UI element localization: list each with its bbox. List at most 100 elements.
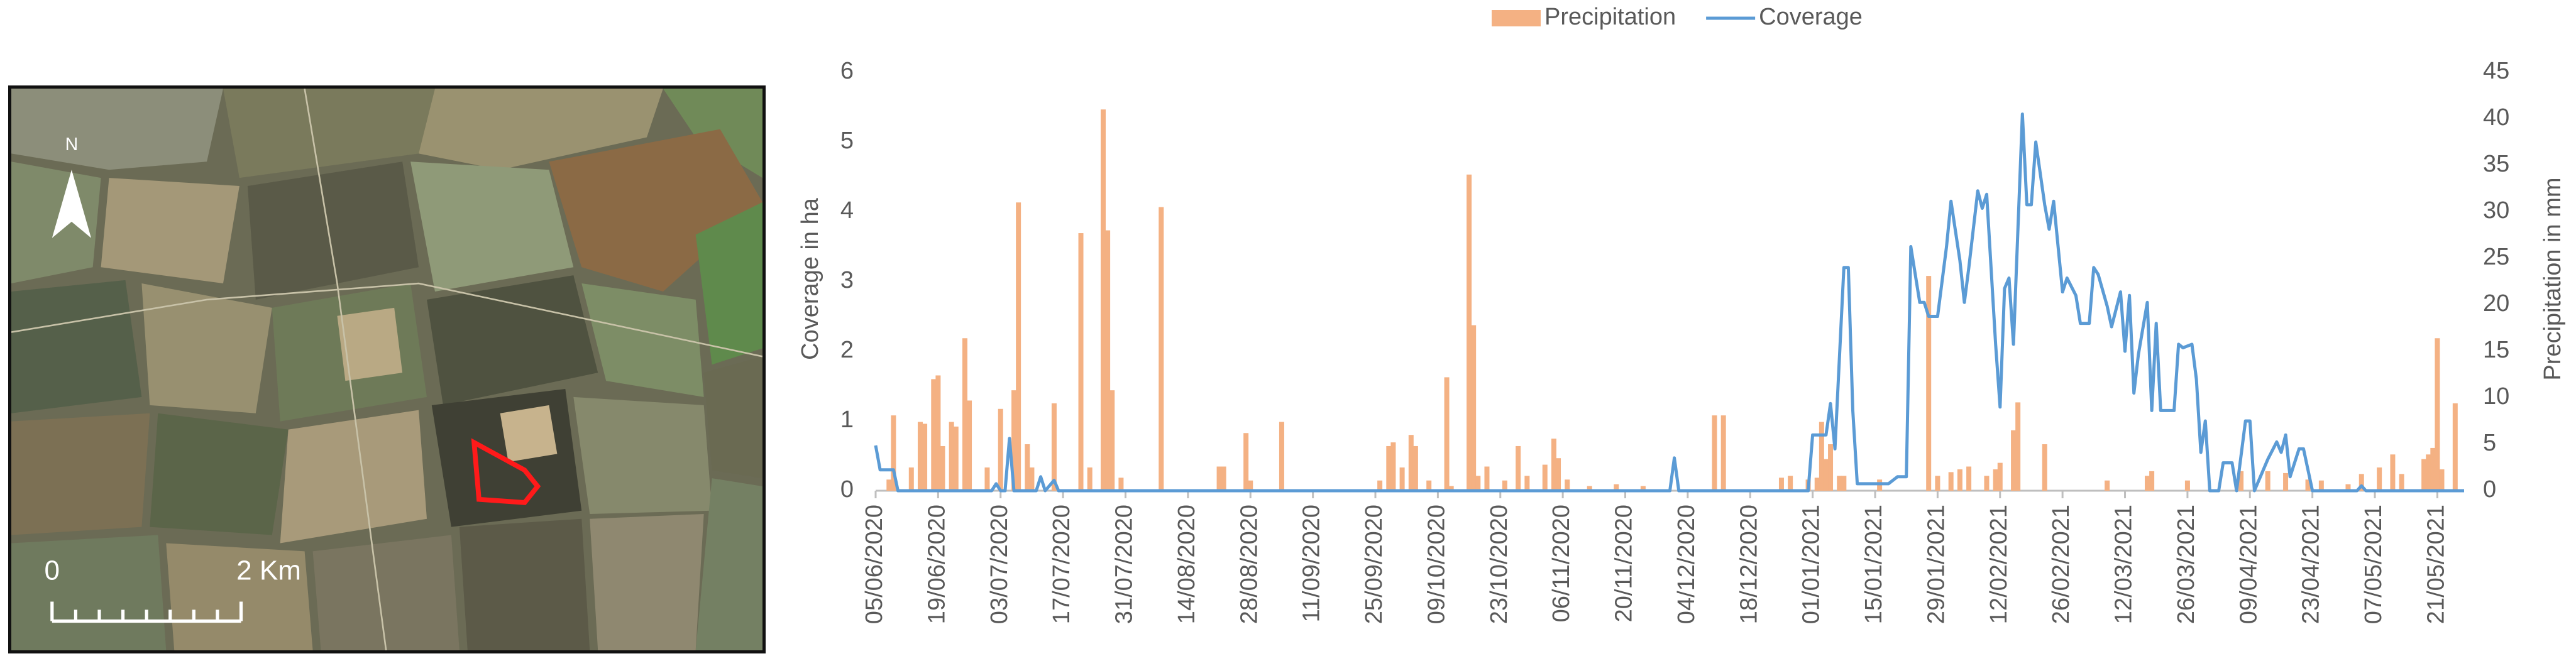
precipitation-bar: [1011, 390, 1017, 491]
precipitation-bar: [1377, 480, 1383, 491]
precipitation-bar: [1159, 207, 1164, 491]
precipitation-bar: [1448, 486, 1454, 491]
study-field: [471, 438, 541, 505]
precipitation-bar: [1551, 439, 1556, 491]
precipitation-bar: [940, 445, 945, 491]
precipitation-bar: [2238, 471, 2244, 491]
legend-label: Coverage: [1759, 4, 1863, 30]
precipitation-bar: [1935, 476, 1940, 491]
north-label: N: [65, 134, 79, 155]
precipitation-bar: [886, 479, 892, 491]
y2-tick-label: 10: [2483, 383, 2509, 410]
precipitation-bar: [1556, 458, 1561, 491]
x-tick-label: 12/03/2021: [2111, 505, 2137, 624]
x-tick-label: 14/08/2020: [1174, 505, 1200, 624]
precipitation-bar: [908, 467, 914, 491]
legend-swatch: [1492, 10, 1541, 26]
precipitation-bar: [1948, 472, 1954, 491]
precipitation-bar: [1087, 467, 1093, 491]
scale-start: 0: [45, 555, 60, 586]
precipitation-bar: [2426, 454, 2431, 491]
x-tick-label: 04/12/2020: [1673, 505, 1700, 624]
precipitation-bar: [922, 423, 928, 491]
x-tick-label: 03/07/2020: [986, 505, 1013, 624]
precipitation-bar: [2359, 474, 2364, 491]
precipitation-bar: [1823, 459, 1829, 491]
precipitation-bar: [1101, 109, 1106, 491]
y-tick-label: 4: [840, 197, 854, 224]
north-arrow: [52, 170, 92, 238]
precipitation-bar: [1216, 466, 1222, 491]
precipitation-bar: [2265, 471, 2271, 491]
precipitation-bar: [1502, 480, 1507, 491]
x-tick-label: 09/04/2021: [2235, 505, 2262, 624]
precipitation-bar: [1587, 486, 1592, 491]
precipitation-bar: [1078, 233, 1084, 491]
precipitation-bar: [1966, 466, 1972, 491]
y-tick-label: 5: [840, 128, 854, 154]
precipitation-bar: [1221, 466, 1226, 491]
precipitation-bar: [2305, 479, 2311, 491]
precipitation-bar: [953, 426, 959, 491]
precipitation-bar: [1051, 403, 1057, 491]
y-tick-label: 0: [840, 476, 854, 503]
precipitation-bar: [2435, 338, 2440, 491]
precipitation-bar: [1025, 444, 1030, 491]
precipitation-bar: [1390, 442, 1396, 491]
precipitation-bar: [1109, 390, 1115, 491]
y-tick-label: 3: [840, 267, 854, 293]
x-tick-label: 17/07/2020: [1049, 505, 1075, 624]
precipitation-bar: [949, 422, 954, 491]
precipitation-bar: [1467, 174, 1472, 491]
precipitation-bar: [1248, 480, 1253, 491]
scale-bar: [50, 601, 243, 623]
precipitation-bar: [2439, 469, 2445, 491]
precipitation-bar: [1105, 230, 1111, 491]
precipitation-bar: [998, 408, 1003, 491]
precipitation-bar: [1412, 445, 1418, 491]
y2-tick-label: 0: [2483, 476, 2496, 503]
x-tick-label: 07/05/2021: [2360, 505, 2387, 624]
precipitation-bar: [1814, 478, 1820, 491]
y2-tick-label: 45: [2483, 58, 2509, 84]
precipitation-bar: [1565, 479, 1570, 491]
precipitation-bar: [1841, 476, 1847, 491]
precipitation-bar: [1426, 480, 1432, 491]
x-tick-label: 01/01/2021: [1798, 505, 1825, 624]
precipitation-bar: [2149, 471, 2155, 491]
precipitation-bar: [1993, 469, 1998, 491]
precipitation-bar: [931, 379, 937, 491]
precipitation-bar: [1819, 422, 1824, 491]
precipitation-bar: [2318, 480, 2324, 491]
y2-tick-label: 20: [2483, 290, 2509, 317]
precipitation-bar: [2011, 430, 2017, 491]
precipitation-bar: [1475, 476, 1481, 491]
x-tick-label: 23/04/2021: [2298, 505, 2325, 624]
precipitation-bar: [1542, 464, 1548, 491]
precipitation-bar: [2377, 467, 2382, 491]
precipitation-bar: [891, 415, 896, 491]
coverage-line: [874, 112, 2464, 493]
x-tick-label: 20/11/2020: [1611, 505, 1638, 622]
precipitation-bar: [2145, 476, 2150, 491]
x-tick-label: 31/07/2020: [1111, 505, 1138, 624]
precipitation-bar: [2452, 403, 2458, 491]
precipitation-bar: [962, 338, 967, 491]
x-tick-label: 09/10/2020: [1423, 505, 1450, 624]
x-tick-label: 21/05/2021: [2423, 505, 2449, 624]
legend-label: Precipitation: [1544, 4, 1676, 30]
precipitation-bar: [1837, 476, 1842, 491]
precipitation-bar: [1712, 415, 1717, 491]
precipitation-bar: [2345, 484, 2351, 491]
x-tick-label: 15/01/2021: [1861, 505, 1887, 624]
x-tick-label: 18/12/2020: [1736, 505, 1762, 624]
x-tick-label: 12/02/2021: [1986, 505, 2012, 624]
precipitation-bar: [1788, 476, 1793, 491]
precipitation-bar: [1640, 486, 1646, 491]
precipitation-bar: [2390, 454, 2396, 491]
precipitation-bar: [1778, 478, 1784, 491]
precipitation-bar: [1279, 422, 1284, 491]
y-tick-label: 1: [840, 407, 854, 433]
y-tick-label: 2: [840, 337, 854, 363]
precipitation-bar: [2430, 447, 2436, 491]
